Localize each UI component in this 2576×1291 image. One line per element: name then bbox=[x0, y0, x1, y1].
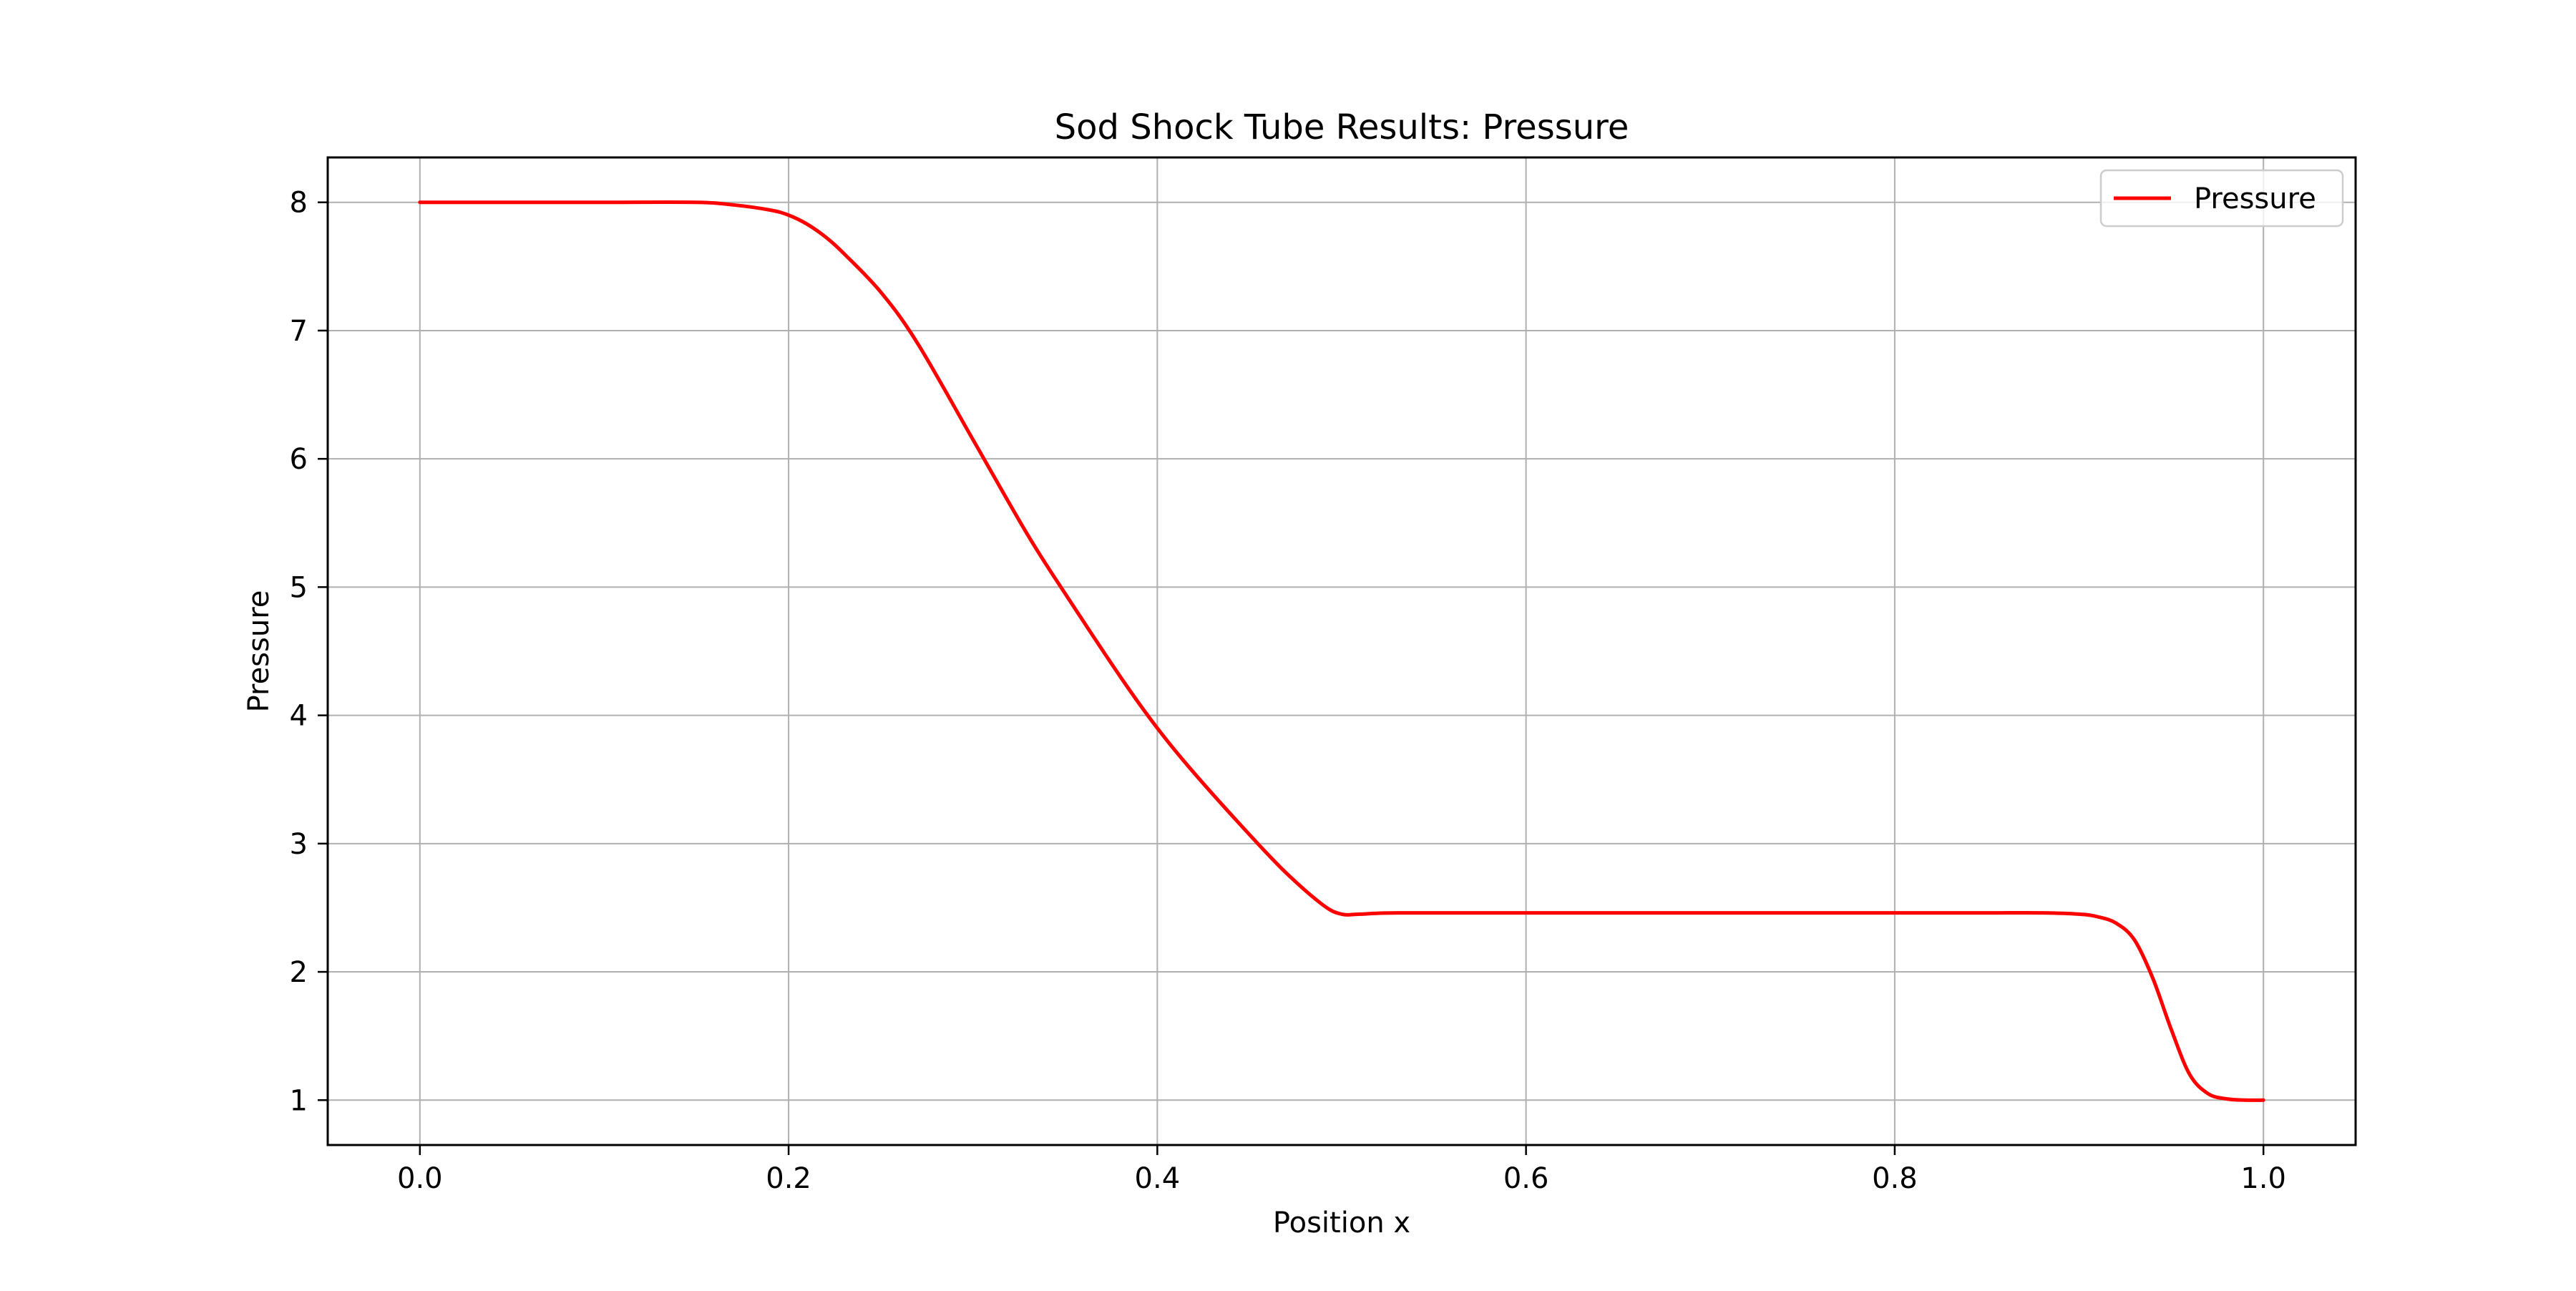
series-layer bbox=[418, 200, 2265, 1102]
legend-box bbox=[2099, 169, 2344, 228]
axes-frame bbox=[326, 156, 2357, 1146]
ticks: 0.0 0.2 0.4 0.6 0.8 1.0 1 2 3 4 5 6 7 8 bbox=[290, 187, 2286, 1195]
y-tick-label-3: 4 bbox=[290, 700, 308, 733]
x-tick-label-0: 0.0 bbox=[397, 1162, 443, 1195]
x-tick-label-5: 1.0 bbox=[2240, 1162, 2286, 1195]
y-tick-label-6: 7 bbox=[290, 315, 308, 348]
legend: Pressure bbox=[2099, 169, 2344, 228]
y-tick-label-0: 1 bbox=[290, 1084, 308, 1117]
x-tick-label-3: 0.6 bbox=[1503, 1162, 1549, 1195]
x-tick-label-4: 0.8 bbox=[1872, 1162, 1918, 1195]
x-axis-label: Position x bbox=[1273, 1207, 1410, 1239]
legend-label-pressure: Pressure bbox=[2194, 182, 2316, 215]
y-tick-label-4: 5 bbox=[290, 571, 308, 604]
x-tick-label-2: 0.4 bbox=[1135, 1162, 1181, 1195]
x-tick-label-1: 0.2 bbox=[766, 1162, 811, 1195]
y-tick-label-7: 8 bbox=[290, 187, 308, 220]
y-tick-label-2: 3 bbox=[290, 828, 308, 861]
chart-title: Sod Shock Tube Results: Pressure bbox=[1055, 107, 1629, 147]
grid bbox=[328, 157, 2356, 1145]
y-tick-label-5: 6 bbox=[290, 443, 308, 476]
series-line-pressure bbox=[418, 200, 2265, 1102]
y-axis-label: Pressure bbox=[243, 590, 275, 713]
y-tick-label-1: 2 bbox=[290, 956, 308, 989]
